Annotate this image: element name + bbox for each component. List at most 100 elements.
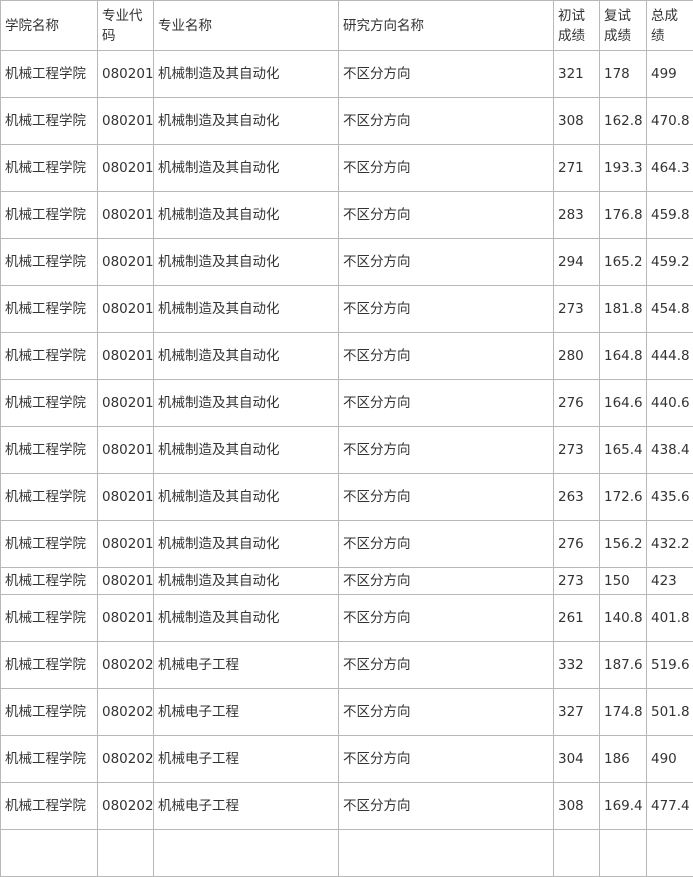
cell: 332: [554, 642, 600, 689]
cell: 165.4: [600, 427, 647, 474]
cell: 273: [554, 427, 600, 474]
cell: 174.8: [600, 689, 647, 736]
cell: 不区分方向: [339, 192, 554, 239]
cell: 机械电子工程: [154, 642, 339, 689]
cell: 不区分方向: [339, 98, 554, 145]
next-row: [1, 830, 693, 877]
cell: 172.6: [600, 474, 647, 521]
cell: 机械制造及其自动化: [154, 286, 339, 333]
cell: 机械电子工程: [154, 783, 339, 830]
cell: 193.3: [600, 145, 647, 192]
cell: 不区分方向: [339, 642, 554, 689]
cell: 181.8: [600, 286, 647, 333]
cell: 机械工程学院: [1, 239, 98, 286]
cell: 机械制造及其自动化: [154, 595, 339, 642]
cell: 机械制造及其自动化: [154, 192, 339, 239]
empty-cell: [98, 830, 154, 877]
cell: 机械工程学院: [1, 192, 98, 239]
cell: 机械工程学院: [1, 783, 98, 830]
cell: 不区分方向: [339, 568, 554, 595]
cell: 机械制造及其自动化: [154, 51, 339, 98]
cell: 080201: [98, 51, 154, 98]
cell: 164.8: [600, 333, 647, 380]
cell: 不区分方向: [339, 474, 554, 521]
cell: 273: [554, 286, 600, 333]
cell: 470.8: [647, 98, 693, 145]
cell: 162.8: [600, 98, 647, 145]
cell: 080202: [98, 736, 154, 783]
cell: 304: [554, 736, 600, 783]
cell: 机械制造及其自动化: [154, 333, 339, 380]
cell: 080202: [98, 642, 154, 689]
cell: 169.4: [600, 783, 647, 830]
cell: 080201: [98, 98, 154, 145]
cell: 机械制造及其自动化: [154, 380, 339, 427]
cell: 不区分方向: [339, 736, 554, 783]
cell: 机械工程学院: [1, 521, 98, 568]
cell: 不区分方向: [339, 521, 554, 568]
cell: 机械制造及其自动化: [154, 98, 339, 145]
cell: 276: [554, 521, 600, 568]
cell: 机械工程学院: [1, 333, 98, 380]
empty-cell: [1, 830, 98, 877]
cell: 不区分方向: [339, 380, 554, 427]
cell: 459.8: [647, 192, 693, 239]
header-cell: 总成绩: [647, 1, 693, 51]
cell: 机械工程学院: [1, 642, 98, 689]
cell: 440.6: [647, 380, 693, 427]
cell: 271: [554, 145, 600, 192]
cell: 080201: [98, 595, 154, 642]
cell: 186: [600, 736, 647, 783]
cell: 机械工程学院: [1, 568, 98, 595]
header-cell: 复试成绩: [600, 1, 647, 51]
cell: 080202: [98, 689, 154, 736]
cell: 454.8: [647, 286, 693, 333]
cell: 477.4: [647, 783, 693, 830]
cell: 机械工程学院: [1, 689, 98, 736]
cell: 080201: [98, 239, 154, 286]
cell: 机械工程学院: [1, 51, 98, 98]
cell: 283: [554, 192, 600, 239]
cell: 机械工程学院: [1, 595, 98, 642]
cell: 不区分方向: [339, 239, 554, 286]
cell: 176.8: [600, 192, 647, 239]
cell: 080201: [98, 380, 154, 427]
cell: 150: [600, 568, 647, 595]
cell: 435.6: [647, 474, 693, 521]
cell: 444.8: [647, 333, 693, 380]
cell: 机械工程学院: [1, 380, 98, 427]
cell: 276: [554, 380, 600, 427]
empty-cell: [339, 830, 554, 877]
cell: 不区分方向: [339, 427, 554, 474]
cell: 不区分方向: [339, 689, 554, 736]
cell: 机械电子工程: [154, 689, 339, 736]
cell: 080201: [98, 192, 154, 239]
cell: 165.2: [600, 239, 647, 286]
cell: 机械工程学院: [1, 98, 98, 145]
cell: 519.6: [647, 642, 693, 689]
cell: 156.2: [600, 521, 647, 568]
cell: 308: [554, 783, 600, 830]
cell: 294: [554, 239, 600, 286]
cell: 164.6: [600, 380, 647, 427]
cell: 401.8: [647, 595, 693, 642]
cell: 327: [554, 689, 600, 736]
cell: 不区分方向: [339, 286, 554, 333]
cell: 423: [647, 568, 693, 595]
cell: 机械工程学院: [1, 145, 98, 192]
cell: 机械制造及其自动化: [154, 239, 339, 286]
cell: 280: [554, 333, 600, 380]
